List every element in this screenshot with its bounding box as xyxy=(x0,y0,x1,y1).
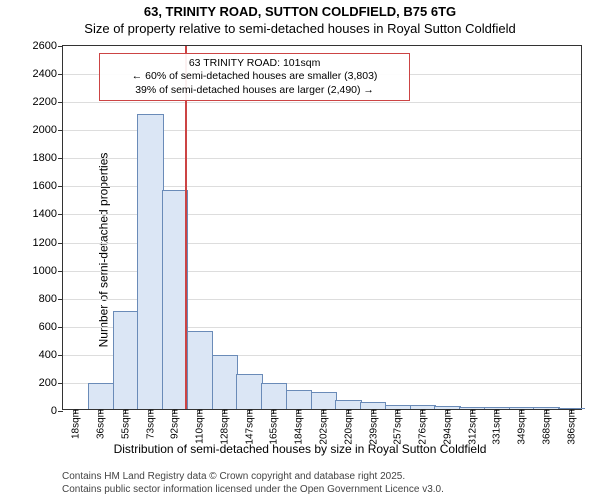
histogram-bar xyxy=(335,400,361,409)
x-tick-label: 257sqm xyxy=(391,409,404,445)
x-tick-label: 276sqm xyxy=(416,409,429,445)
y-tick-mark xyxy=(58,158,63,159)
y-tick-mark xyxy=(58,74,63,75)
x-tick-label: 92sqm xyxy=(168,409,181,439)
y-tick-mark xyxy=(58,186,63,187)
x-tick-label: 165sqm xyxy=(267,409,280,445)
y-tick-mark xyxy=(58,299,63,300)
x-tick-label: 128sqm xyxy=(217,409,230,445)
annotation-title: 63 TRINITY ROAD: 101sqm xyxy=(106,57,402,70)
x-tick-label: 147sqm xyxy=(242,409,255,445)
histogram-bar xyxy=(212,355,238,409)
y-tick-mark xyxy=(58,355,63,356)
x-tick-label: 312sqm xyxy=(465,409,478,445)
y-tick-mark xyxy=(58,271,63,272)
annotation-box: 63 TRINITY ROAD: 101sqm← 60% of semi-det… xyxy=(99,53,409,100)
x-tick-label: 18sqm xyxy=(69,409,82,439)
x-tick-label: 294sqm xyxy=(440,409,453,445)
histogram-bar xyxy=(137,114,163,409)
y-tick-mark xyxy=(58,214,63,215)
histogram-bar xyxy=(88,383,114,409)
y-tick-mark xyxy=(58,130,63,131)
y-tick-mark xyxy=(58,383,63,384)
chart-title-line1: 63, TRINITY ROAD, SUTTON COLDFIELD, B75 … xyxy=(0,4,600,19)
histogram-bar xyxy=(113,311,139,409)
x-tick-label: 202sqm xyxy=(317,409,330,445)
y-tick-mark xyxy=(58,243,63,244)
gridline xyxy=(63,102,581,103)
x-tick-label: 110sqm xyxy=(193,409,206,444)
plot-area: 0200400600800100012001400160018002000220… xyxy=(62,45,582,410)
histogram-bar xyxy=(187,331,213,409)
x-tick-label: 73sqm xyxy=(143,409,156,439)
histogram-bar xyxy=(311,392,337,409)
annotation-line2: ← 60% of semi-detached houses are smalle… xyxy=(106,70,402,83)
chart-title-line2: Size of property relative to semi-detach… xyxy=(0,21,600,36)
x-tick-label: 349sqm xyxy=(515,409,528,445)
x-tick-label: 220sqm xyxy=(341,409,354,445)
x-tick-label: 36sqm xyxy=(94,409,107,439)
y-tick-mark xyxy=(58,102,63,103)
footer-attribution: Contains HM Land Registry data © Crown c… xyxy=(62,471,444,496)
x-tick-label: 368sqm xyxy=(539,409,552,445)
annotation-line3: 39% of semi-detached houses are larger (… xyxy=(106,84,402,97)
x-tick-label: 331sqm xyxy=(490,409,503,445)
footer-line1: Contains HM Land Registry data © Crown c… xyxy=(62,471,444,484)
x-tick-label: 386sqm xyxy=(564,409,577,445)
histogram-bar xyxy=(236,374,262,409)
y-tick-mark xyxy=(58,46,63,47)
x-tick-label: 55sqm xyxy=(118,409,131,439)
y-tick-mark xyxy=(58,411,63,412)
histogram-bar xyxy=(261,383,287,409)
histogram-bar xyxy=(286,390,312,409)
x-tick-label: 239sqm xyxy=(366,409,379,445)
x-axis-label: Distribution of semi-detached houses by … xyxy=(0,442,600,456)
x-tick-label: 184sqm xyxy=(292,409,305,445)
y-tick-mark xyxy=(58,327,63,328)
histogram-bar xyxy=(360,402,386,409)
footer-line2: Contains public sector information licen… xyxy=(62,484,444,497)
